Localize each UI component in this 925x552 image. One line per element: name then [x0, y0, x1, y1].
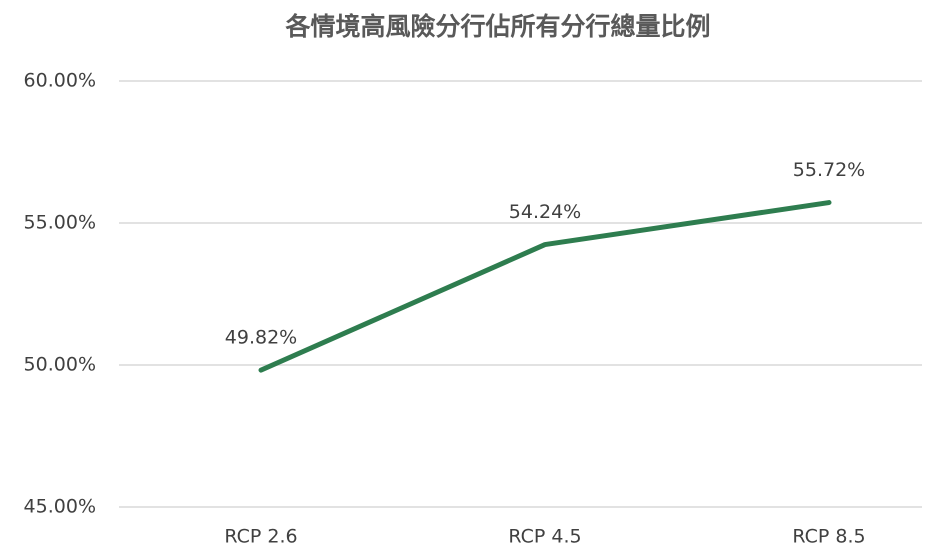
- x-tick-label: RCP 2.6: [224, 526, 297, 548]
- y-tick-label: 45.00%: [24, 496, 96, 518]
- data-label: 54.24%: [509, 201, 581, 223]
- x-tick-label: RCP 8.5: [792, 526, 865, 548]
- y-tick-label: 60.00%: [24, 70, 96, 92]
- data-label: 49.82%: [225, 327, 297, 349]
- y-tick-label: 50.00%: [24, 354, 96, 376]
- data-line: [258, 200, 832, 373]
- data-label: 55.72%: [793, 159, 865, 181]
- y-tick-label: 55.00%: [24, 212, 96, 234]
- x-tick-label: RCP 4.5: [508, 526, 581, 548]
- chart-title: 各情境高風險分行佔所有分行總量比例: [284, 12, 710, 41]
